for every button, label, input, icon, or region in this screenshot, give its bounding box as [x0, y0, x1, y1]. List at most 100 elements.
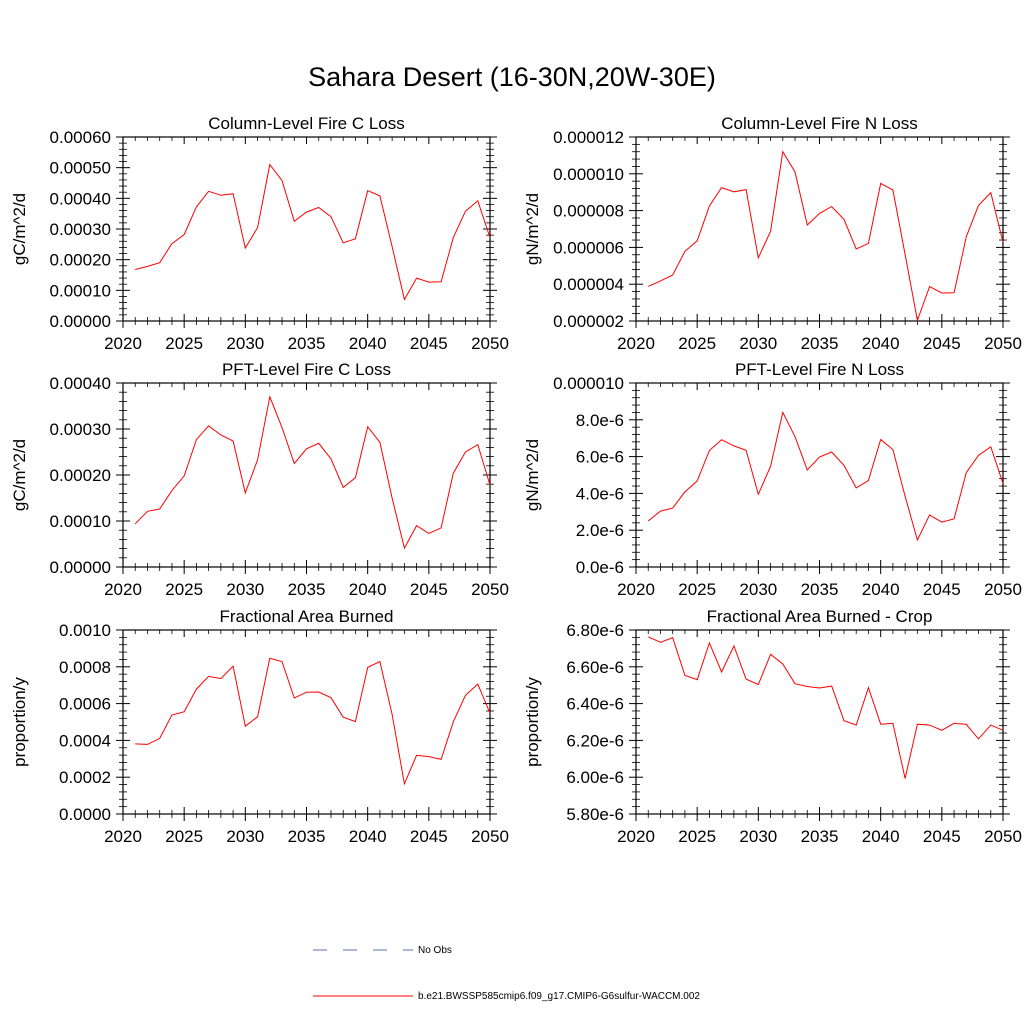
x-tick-label: 2020: [617, 827, 655, 846]
y-tick-label: 0.00030: [50, 220, 111, 239]
x-tick-label: 2030: [226, 580, 264, 599]
plot-frame: [122, 629, 491, 815]
series-line-1: [134, 395, 491, 550]
panel-title: Column-Level Fire N Loss: [721, 114, 918, 133]
y-axis-label: gC/m^2/d: [10, 439, 29, 511]
x-tick-label: 2020: [617, 334, 655, 353]
x-tick-label: 2035: [801, 580, 839, 599]
panel-title: PFT-Level Fire N Loss: [735, 360, 904, 379]
plot-frame: [635, 382, 1004, 568]
panel-title: PFT-Level Fire C Loss: [222, 360, 391, 379]
y-tick-label: 0.0e-6: [576, 558, 624, 577]
y-tick-label: 6.0e-6: [576, 448, 624, 467]
y-tick-label: 0.0002: [59, 768, 111, 787]
y-tick-label: 0.000012: [553, 128, 624, 147]
x-tick-label: 2020: [617, 580, 655, 599]
x-tick-label: 2040: [349, 334, 387, 353]
x-tick-label: 2040: [862, 334, 900, 353]
series-line-1: [135, 657, 491, 786]
y-tick-label: 0.000010: [553, 374, 624, 393]
plot-frame: [635, 629, 1004, 815]
series-line-1: [647, 150, 1004, 323]
legend-label-model: b.e21.BWSSP585cmip6.f09_g17.CMIP6-G6sulf…: [418, 991, 700, 1002]
y-tick-label: 5.80e-6: [566, 805, 624, 824]
y-tick-label: 0.0004: [59, 731, 111, 750]
y-tick-label: 0.00030: [50, 420, 111, 439]
y-tick-label: 0.00010: [50, 512, 111, 531]
y-axis-label: proportion/y: [10, 677, 29, 767]
x-tick-label: 2030: [226, 827, 264, 846]
y-tick-label: 0.000008: [553, 202, 624, 221]
y-tick-label: 6.80e-6: [566, 621, 624, 640]
figure-title: Sahara Desert (16-30N,20W-30E): [308, 62, 716, 92]
y-tick-label: 6.60e-6: [566, 658, 624, 677]
x-tick-label: 2025: [165, 334, 203, 353]
y-tick-label: 6.40e-6: [566, 695, 624, 714]
x-tick-label: 2030: [739, 580, 777, 599]
y-tick-label: 0.000010: [553, 165, 624, 184]
plot-frame: [635, 136, 1004, 322]
y-tick-label: 0.00020: [50, 251, 111, 270]
y-tick-label: 0.0000: [59, 805, 111, 824]
legend: No Obs b.e21.BWSSP585cmip6.f09_g17.CMIP6…: [313, 945, 700, 1002]
series-line-1: [647, 410, 1004, 542]
x-tick-label: 2050: [984, 334, 1022, 353]
x-tick-label: 2035: [801, 827, 839, 846]
y-tick-label: 0.00060: [50, 128, 111, 147]
plot-frame: [122, 382, 491, 568]
x-tick-label: 2045: [410, 580, 448, 599]
x-tick-label: 2025: [678, 827, 716, 846]
x-tick-label: 2040: [862, 580, 900, 599]
x-tick-label: 2025: [678, 580, 716, 599]
series-line-1: [647, 636, 1004, 779]
y-tick-label: 0.00020: [50, 466, 111, 485]
x-tick-label: 2040: [349, 580, 387, 599]
x-tick-label: 2040: [349, 827, 387, 846]
x-tick-label: 2025: [678, 334, 716, 353]
chart-panel-3: 2020 2025 2030 2035 2040 2045 2050 0.00000 0.000…: [10, 360, 509, 599]
x-tick-label: 2050: [471, 580, 509, 599]
chart-panels: 2020 2025 2030 2035 2040 2045 2050 0.00000 0.000…: [10, 114, 1022, 846]
y-tick-label: 6.20e-6: [566, 731, 624, 750]
chart-panel-1: 2020 2025 2030 2035 2040 2045 2050 0.00000 0.000…: [10, 114, 509, 353]
x-tick-label: 2045: [923, 334, 961, 353]
y-tick-label: 0.0010: [59, 621, 111, 640]
chart-panel-6: 2020 2025 2030 2035 2040 2045 2050 5.80e-6 6.00e…: [523, 607, 1022, 846]
y-axis-label: gN/m^2/d: [523, 439, 542, 511]
x-tick-label: 2020: [104, 334, 142, 353]
x-tick-label: 2025: [165, 580, 203, 599]
x-tick-label: 2030: [739, 827, 777, 846]
y-tick-label: 4.0e-6: [576, 484, 624, 503]
y-tick-label: 6.00e-6: [566, 768, 624, 787]
y-tick-label: 2.0e-6: [576, 521, 624, 540]
chart-panel-4: 2020 2025 2030 2035 2040 2045 2050 0.0e-6 2.0e-6…: [523, 360, 1022, 599]
y-axis-label: gC/m^2/d: [10, 193, 29, 265]
x-tick-label: 2030: [739, 334, 777, 353]
series-line-1: [135, 163, 491, 301]
x-tick-label: 2050: [471, 334, 509, 353]
panel-title: Column-Level Fire C Loss: [208, 114, 405, 133]
panel-title: Fractional Area Burned - Crop: [707, 607, 933, 626]
y-tick-label: 0.0008: [59, 658, 111, 677]
y-tick-label: 0.00010: [50, 281, 111, 300]
x-tick-label: 2050: [984, 827, 1022, 846]
plot-frame: [122, 136, 491, 322]
panel-title: Fractional Area Burned: [220, 607, 394, 626]
x-tick-label: 2045: [923, 580, 961, 599]
y-tick-label: 0.000004: [553, 275, 624, 294]
x-tick-label: 2045: [410, 334, 448, 353]
x-tick-label: 2035: [801, 334, 839, 353]
legend-label-no-obs: No Obs: [418, 945, 452, 956]
x-tick-label: 2035: [288, 580, 326, 599]
x-tick-label: 2040: [862, 827, 900, 846]
y-axis-label: gN/m^2/d: [523, 193, 542, 265]
y-tick-label: 0.0006: [59, 695, 111, 714]
y-tick-label: 0.00000: [50, 312, 111, 331]
y-tick-label: 8.0e-6: [576, 411, 624, 430]
chart-panel-2: 2020 2025 2030 2035 2040 2045 2050 0.000002 0.00…: [523, 114, 1022, 353]
x-tick-label: 2025: [165, 827, 203, 846]
y-axis-label: proportion/y: [523, 677, 542, 767]
y-tick-label: 0.000002: [553, 312, 624, 331]
y-tick-label: 0.00040: [50, 374, 111, 393]
